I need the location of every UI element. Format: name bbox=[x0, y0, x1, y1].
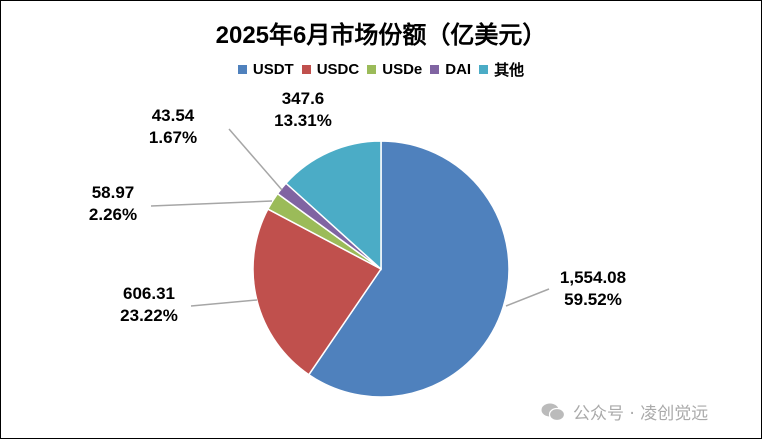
legend-item: USDT bbox=[237, 61, 294, 78]
data-label-percent: 1.67% bbox=[149, 128, 197, 147]
legend-swatch bbox=[237, 65, 247, 74]
legend: USDT USDC USDe DAI 其他 bbox=[1, 59, 761, 80]
wechat-icon bbox=[541, 403, 565, 421]
watermark-text: 公众号 · 凌创觉远 bbox=[573, 404, 709, 424]
legend-swatch bbox=[430, 65, 440, 74]
data-label-value: 1,554.08 bbox=[560, 268, 626, 287]
legend-item: 其他 bbox=[479, 59, 524, 80]
legend-swatch bbox=[479, 65, 489, 74]
legend-swatch bbox=[367, 65, 377, 74]
data-label-percent: 13.31% bbox=[274, 111, 332, 130]
legend-item: USDC bbox=[301, 61, 360, 78]
legend-label: USDT bbox=[252, 61, 294, 78]
data-label-value: 606.31 bbox=[123, 284, 175, 303]
legend-label: 其他 bbox=[494, 62, 525, 79]
data-label-value: 347.6 bbox=[282, 89, 325, 108]
data-label-value: 43.54 bbox=[152, 106, 195, 125]
leader-line bbox=[150, 200, 273, 207]
chart-title: 2025年6月市场份额（亿美元） bbox=[215, 22, 547, 49]
pie-slice-其他 bbox=[284, 140, 382, 271]
leader-line bbox=[505, 288, 550, 307]
legend-item: DAI bbox=[430, 61, 471, 78]
data-label-percent: 2.26% bbox=[89, 205, 137, 224]
leader-line bbox=[190, 299, 258, 307]
legend-swatch bbox=[301, 65, 311, 74]
legend-label: DAI bbox=[445, 61, 472, 78]
legend-label: USDC bbox=[316, 61, 360, 78]
leader-line bbox=[228, 128, 283, 191]
legend-label: USDe bbox=[382, 61, 423, 78]
data-label-value: 58.97 bbox=[92, 183, 135, 202]
pie-slice-USDT bbox=[307, 140, 510, 398]
watermark: 公众号 · 凌创觉远 bbox=[541, 399, 708, 424]
data-label-percent: 59.52% bbox=[564, 290, 622, 309]
legend-item: USDe bbox=[367, 61, 422, 78]
data-label-percent: 23.22% bbox=[120, 306, 178, 325]
